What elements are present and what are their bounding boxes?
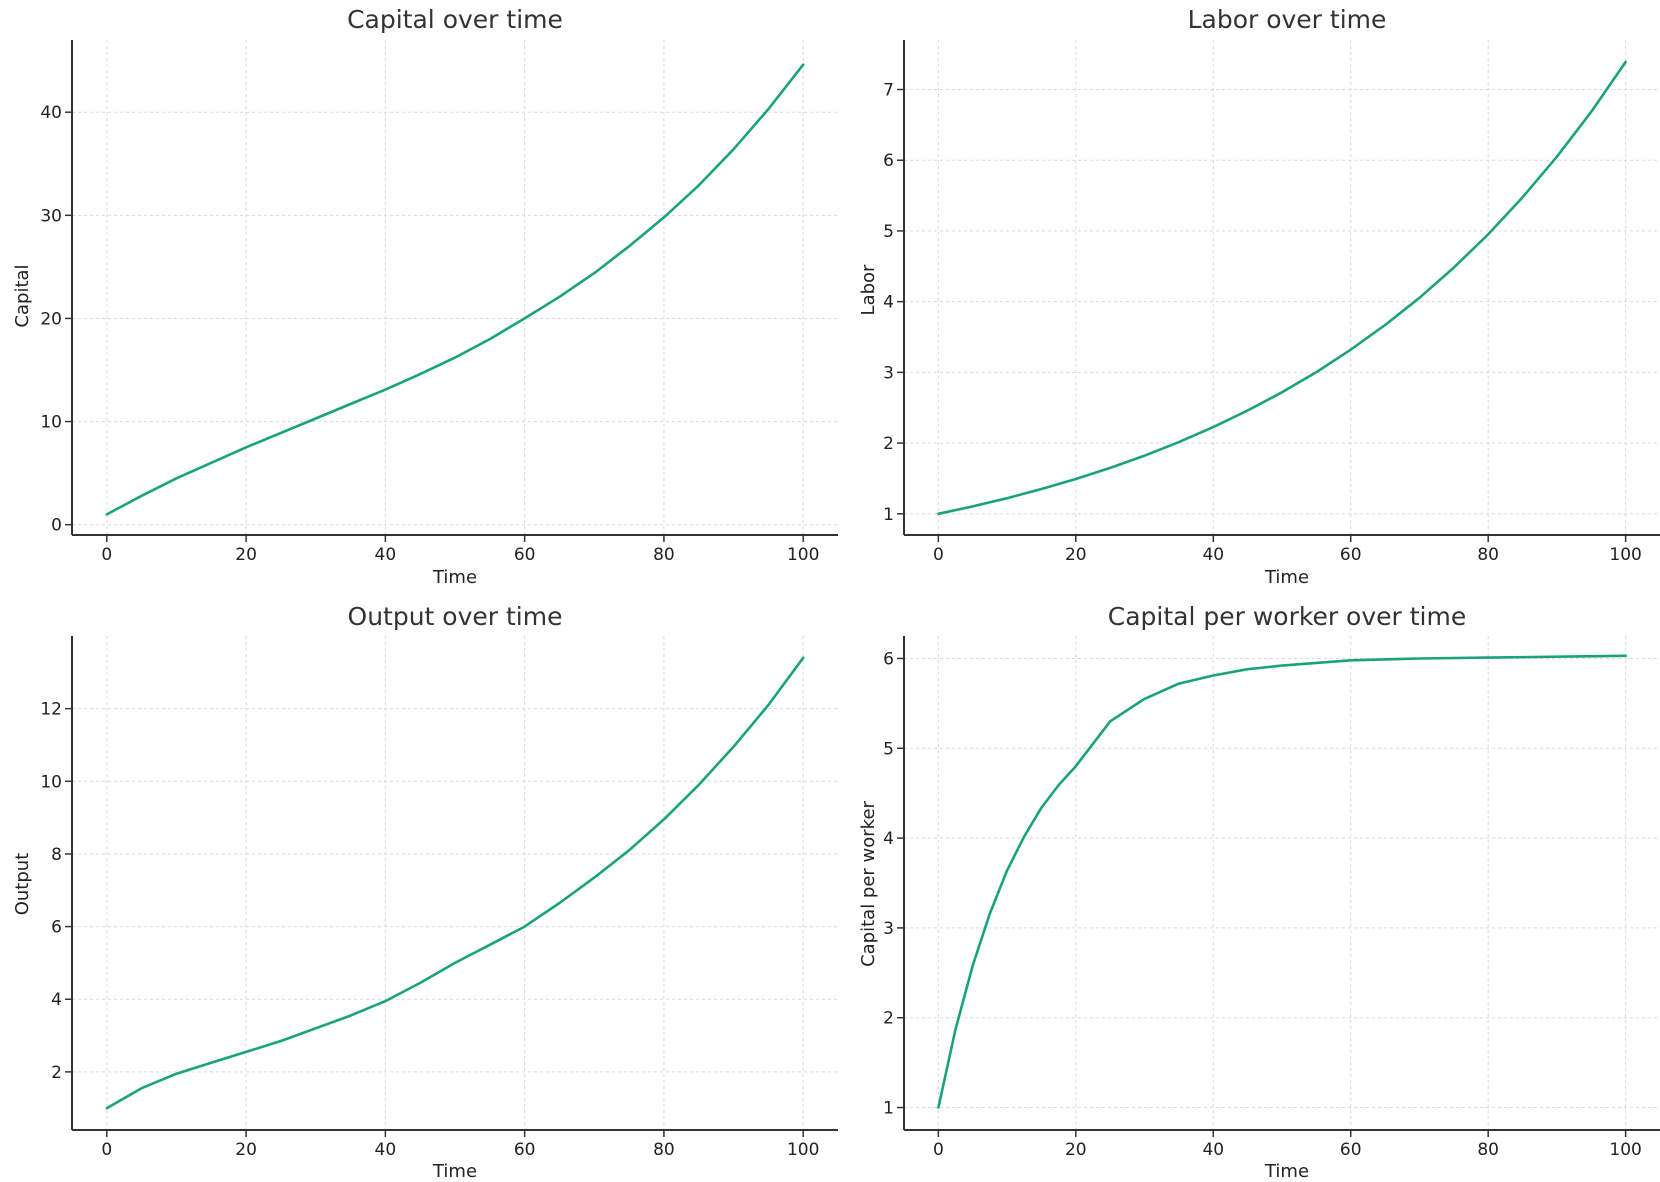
chart-panel-output: Output over time Time Output 0 20 40 60 80 10… (12, 602, 838, 1182)
y-axis-label: Capital per worker (858, 800, 879, 966)
x-axis-label: Time (1264, 1161, 1309, 1182)
chart-title: Labor over time (1188, 5, 1387, 34)
x-tick-label: 40 (375, 1140, 397, 1160)
x-tick-label: 60 (514, 1140, 536, 1160)
x-tick-label: 80 (1477, 545, 1499, 565)
y-tick-label: 6 (883, 649, 894, 669)
x-tick-label: 100 (1609, 545, 1641, 565)
y-tick-label: 6 (51, 918, 62, 938)
x-tick-label: 60 (1340, 545, 1362, 565)
y-tick-label: 20 (40, 309, 62, 329)
chart-panel-capital: Capital over time Time Capital 0 20 40 60 80… (12, 5, 838, 588)
series-line (105, 656, 805, 1110)
y-tick-label: 0 (51, 516, 62, 536)
series-line (105, 63, 805, 516)
x-tick-label: 60 (1340, 1140, 1362, 1160)
y-tick-label: 5 (883, 739, 894, 759)
ticks: 0 20 40 60 80 100 0 10 20 30 40 (40, 103, 819, 565)
y-tick-label: 30 (40, 206, 62, 226)
x-tick-label: 20 (235, 545, 257, 565)
grid (72, 636, 838, 1130)
y-tick-label: 2 (883, 434, 894, 454)
y-tick-label: 6 (883, 151, 894, 171)
x-tick-label: 60 (514, 545, 536, 565)
series-line (937, 60, 1627, 516)
ticks: 0 20 40 60 80 100 1 2 3 4 5 6 7 (883, 81, 1642, 566)
ticks: 0 20 40 60 80 100 2 4 6 8 10 12 (40, 700, 819, 1160)
x-tick-label: 80 (653, 545, 675, 565)
x-axis-label: Time (432, 1161, 477, 1182)
chart-panel-labor: Labor over time Time Labor 0 20 40 60 80 100 1… (858, 5, 1660, 588)
y-tick-label: 4 (883, 829, 894, 849)
y-axis-label: Output (12, 853, 33, 916)
axes (903, 636, 1660, 1131)
x-tick-label: 0 (101, 545, 112, 565)
ticks: 0 20 40 60 80 100 1 2 3 4 5 6 (883, 649, 1642, 1160)
x-axis-label: Time (1264, 567, 1309, 588)
y-tick-label: 7 (883, 81, 894, 101)
y-tick-label: 2 (883, 1009, 894, 1029)
x-tick-label: 100 (787, 545, 819, 565)
x-tick-label: 40 (1202, 545, 1224, 565)
grid (904, 636, 1660, 1130)
x-tick-label: 100 (1609, 1140, 1641, 1160)
y-tick-label: 10 (40, 772, 62, 792)
x-tick-label: 100 (787, 1140, 819, 1160)
y-tick-label: 2 (51, 1063, 62, 1083)
grid (904, 40, 1660, 535)
x-tick-label: 0 (933, 1140, 944, 1160)
x-axis-label: Time (432, 567, 477, 588)
y-tick-label: 4 (883, 293, 894, 313)
x-tick-label: 0 (933, 545, 944, 565)
y-tick-label: 8 (51, 845, 62, 865)
axes (71, 636, 838, 1131)
y-tick-label: 5 (883, 222, 894, 242)
axes (71, 40, 838, 536)
y-tick-label: 1 (883, 505, 894, 525)
y-tick-label: 3 (883, 919, 894, 939)
series-line (937, 654, 1627, 1109)
x-tick-label: 0 (101, 1140, 112, 1160)
series (937, 654, 1627, 1109)
x-tick-label: 80 (653, 1140, 675, 1160)
y-tick-label: 40 (40, 103, 62, 123)
series (105, 656, 805, 1110)
chart-title: Output over time (348, 602, 563, 631)
y-tick-label: 12 (40, 700, 62, 720)
x-tick-label: 80 (1477, 1140, 1499, 1160)
y-tick-label: 4 (51, 990, 62, 1010)
x-tick-label: 40 (375, 545, 397, 565)
chart-panel-capital-per-worker: Capital per worker over time Time Capita… (858, 602, 1660, 1182)
grid (72, 40, 838, 535)
chart-title: Capital over time (347, 5, 563, 34)
chart-title: Capital per worker over time (1108, 602, 1466, 631)
series (937, 60, 1627, 516)
y-tick-label: 3 (883, 363, 894, 383)
series (105, 63, 805, 516)
x-tick-label: 20 (1065, 1140, 1087, 1160)
axes (903, 40, 1660, 536)
x-tick-label: 20 (1065, 545, 1087, 565)
y-tick-label: 1 (883, 1099, 894, 1119)
y-axis-label: Labor (858, 264, 879, 315)
y-axis-label: Capital (12, 264, 33, 327)
y-tick-label: 10 (40, 413, 62, 433)
x-tick-label: 40 (1202, 1140, 1224, 1160)
x-tick-label: 20 (235, 1140, 257, 1160)
